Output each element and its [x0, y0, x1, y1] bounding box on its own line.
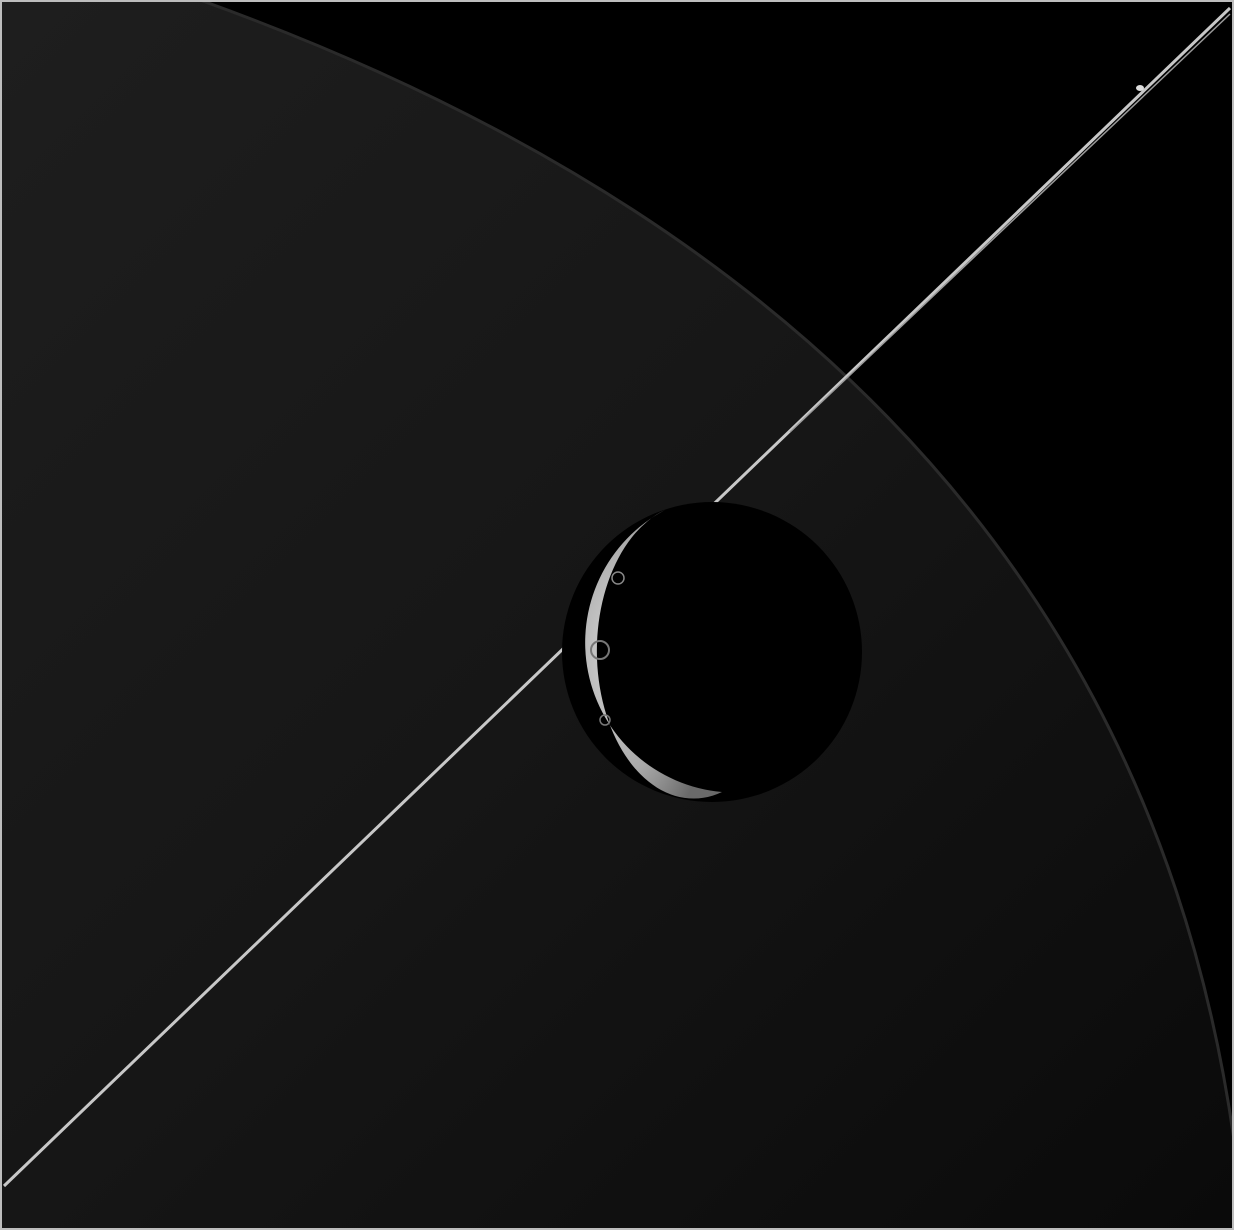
- crater: [599, 714, 611, 726]
- crater: [611, 571, 625, 585]
- moon-dark-side: [562, 502, 862, 802]
- small-moon: [1136, 85, 1144, 91]
- crater: [590, 640, 610, 660]
- planet-limb: [199, 0, 1234, 1141]
- ring-edge: [789, 13, 1231, 433]
